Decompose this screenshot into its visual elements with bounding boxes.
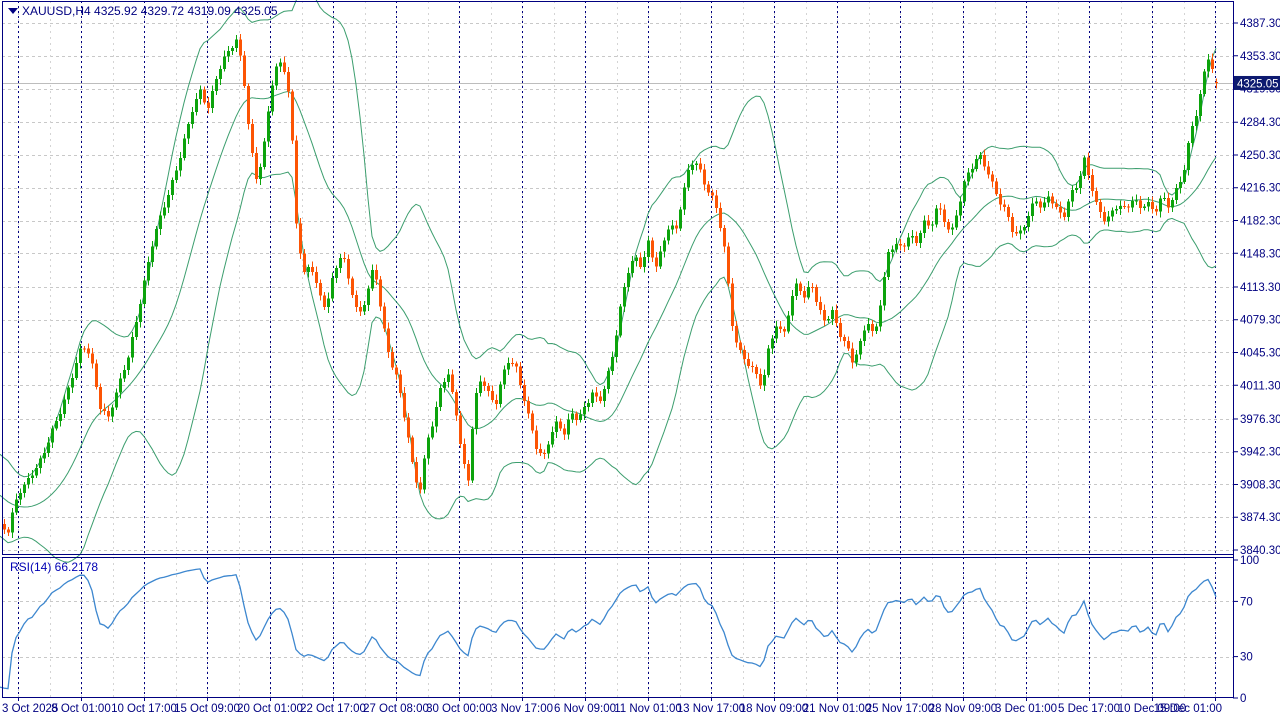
time-tick-label: 11 Nov 01:00 bbox=[614, 703, 682, 715]
time-tick-label: 15 Oct 09:00 bbox=[174, 703, 240, 715]
price-tick-label: 4148.30 bbox=[1240, 248, 1280, 260]
time-tick-label: 22 Oct 17:00 bbox=[300, 703, 366, 715]
price-tick-label: 3840.30 bbox=[1240, 545, 1280, 557]
time-tick-label: 18 Nov 09:00 bbox=[740, 703, 808, 715]
pane-frames bbox=[2, 1, 1234, 698]
price-tick-label: 3874.30 bbox=[1240, 512, 1280, 524]
time-tick-label: 15 Dec 01:00 bbox=[1154, 703, 1222, 715]
time-tick-label: 13 Nov 17:00 bbox=[677, 703, 745, 715]
price-tick-label: 4079.30 bbox=[1240, 315, 1280, 327]
rsi-tick-label: 70 bbox=[1240, 596, 1253, 608]
time-tick-label: 28 Nov 09:00 bbox=[929, 703, 997, 715]
rsi-indicator-label: RSI(14) 66.2178 bbox=[10, 560, 99, 574]
current-price-tag: 4325.05 bbox=[1234, 75, 1280, 90]
time-tick-label: 20 Oct 01:00 bbox=[237, 703, 303, 715]
time-tick-label: 10 Oct 17:00 bbox=[111, 703, 177, 715]
price-tick-label: 3976.30 bbox=[1240, 414, 1280, 426]
time-tick-label: 10 Dec 09:00 bbox=[1118, 703, 1186, 715]
price-tick-label: 3942.30 bbox=[1240, 447, 1280, 459]
rsi-tick-label: 30 bbox=[1240, 652, 1253, 664]
price-tick-label: 4216.30 bbox=[1240, 183, 1280, 195]
price-tick-label: 4387.30 bbox=[1240, 18, 1280, 30]
current-price-value: 4325.05 bbox=[1237, 78, 1279, 90]
candlestick-series[interactable] bbox=[3, 33, 1218, 539]
price-tick-label: 4045.30 bbox=[1240, 347, 1280, 359]
rsi-line bbox=[0, 568, 1217, 690]
price-tick-label: 4250.30 bbox=[1240, 150, 1280, 162]
price-axis[interactable]: 4387.304353.304319.304284.304250.304216.… bbox=[1233, 18, 1280, 705]
price-tick-label: 4011.30 bbox=[1240, 380, 1280, 392]
bollinger-bands bbox=[0, 0, 1217, 563]
time-tick-label: 27 Oct 08:00 bbox=[363, 703, 429, 715]
price-tick-label: 4284.30 bbox=[1240, 117, 1280, 129]
time-tick-label: 5 Dec 17:00 bbox=[1058, 703, 1120, 715]
time-tick-label: 6 Nov 09:00 bbox=[554, 703, 616, 715]
price-tick-label: 4182.30 bbox=[1240, 216, 1280, 228]
chart-title: XAUUSD,H4 4325.92 4329.72 4319.09 4325.0… bbox=[22, 4, 278, 18]
price-tick-label: 3908.30 bbox=[1240, 479, 1280, 491]
time-tick-label: 25 Nov 17:00 bbox=[866, 703, 934, 715]
time-tick-label: 3 Dec 01:00 bbox=[995, 703, 1057, 715]
price-tick-label: 4353.30 bbox=[1240, 51, 1280, 63]
time-tick-label: 3 Oct 2025 bbox=[2, 703, 58, 715]
time-tick-label: 3 Nov 17:00 bbox=[491, 703, 553, 715]
price-tick-label: 4113.30 bbox=[1240, 282, 1280, 294]
grid-lines bbox=[2, 1, 1233, 697]
time-tick-label: 8 Oct 01:00 bbox=[51, 703, 110, 715]
rsi-tick-label: 0 bbox=[1240, 693, 1246, 705]
symbol-dropdown-icon bbox=[8, 8, 18, 14]
time-tick-label: 30 Oct 00:00 bbox=[426, 703, 492, 715]
time-tick-label: 21 Nov 01:00 bbox=[803, 703, 871, 715]
rsi-tick-label: 100 bbox=[1240, 555, 1259, 567]
